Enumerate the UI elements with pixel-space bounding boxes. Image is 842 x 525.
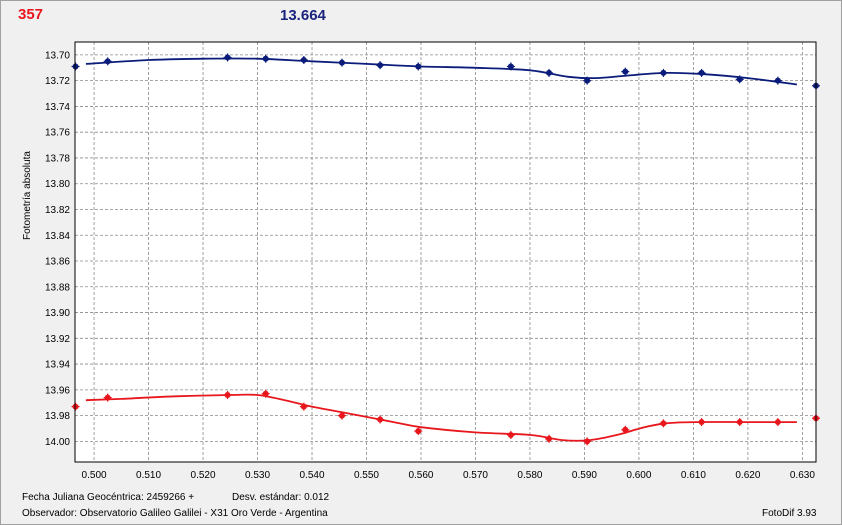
y-tick-label: 13.92 — [45, 334, 70, 345]
y-tick-label: 13.94 — [45, 360, 70, 371]
x-tick-label: 0.570 — [463, 470, 488, 481]
y-tick-label: 13.76 — [45, 128, 70, 139]
x-tick-label: 0.520 — [191, 470, 216, 481]
data-point — [261, 54, 270, 63]
y-tick-label: 13.84 — [45, 231, 70, 242]
x-tick-label: 0.620 — [735, 470, 760, 481]
axes-frame — [74, 41, 817, 463]
data-point — [735, 75, 744, 84]
data-point — [735, 418, 744, 427]
data-point — [697, 418, 706, 427]
x-tick-label: 0.610 — [681, 470, 706, 481]
y-tick-label: 13.90 — [45, 308, 70, 319]
x-tick-label: 0.560 — [408, 470, 433, 481]
data-point — [223, 391, 232, 400]
fit-curve-2 — [85, 393, 797, 442]
data-point — [773, 76, 782, 85]
y-tick-label: 14.00 — [45, 437, 70, 448]
y-tick-label: 13.78 — [45, 153, 70, 164]
x-tick-label: 0.540 — [299, 470, 324, 481]
data-point — [659, 68, 668, 77]
data-point — [621, 67, 630, 76]
header-center-value: 13.664 — [280, 7, 326, 24]
x-tick-label: 0.580 — [517, 470, 542, 481]
data-point — [545, 68, 554, 77]
data-point — [299, 402, 308, 411]
y-tick-label: 13.80 — [45, 179, 70, 190]
grid-lines — [75, 42, 816, 462]
data-point — [261, 389, 270, 398]
data-point — [414, 62, 423, 71]
data-point — [583, 437, 592, 446]
x-tick-label: 0.510 — [136, 470, 161, 481]
data-point — [299, 56, 308, 65]
observer-label: Observador: Observatorio Galileo Galilei… — [22, 508, 328, 519]
data-point — [583, 76, 592, 85]
y-tick-label: 13.98 — [45, 411, 70, 422]
x-tick-label: 0.500 — [82, 470, 107, 481]
y-tick-label: 13.96 — [45, 385, 70, 396]
x-tick-label: 0.530 — [245, 470, 270, 481]
data-point — [71, 402, 80, 411]
x-tick-label: 0.550 — [354, 470, 379, 481]
data-points — [71, 53, 820, 446]
y-tick-label: 13.74 — [45, 102, 70, 113]
y-tick-label: 13.82 — [45, 205, 70, 216]
data-point — [337, 58, 346, 67]
data-point — [103, 393, 112, 402]
data-point — [506, 62, 515, 71]
data-point — [659, 419, 668, 428]
plot-background — [75, 42, 816, 462]
y-tick-labels: 13.70 13.72 13.74 13.76 13.78 13.80 13.82 13.84… — [45, 50, 70, 448]
x-tick-label: 0.600 — [626, 470, 651, 481]
x-tick-label: 0.590 — [572, 470, 597, 481]
data-point — [697, 68, 706, 77]
data-point — [223, 53, 232, 62]
data-point — [414, 427, 423, 436]
data-point — [103, 57, 112, 66]
header-left-value: 357 — [18, 6, 44, 23]
data-point — [337, 411, 346, 420]
data-point — [376, 415, 385, 424]
x-tick-label: 0.630 — [790, 470, 815, 481]
y-tick-label: 13.88 — [45, 282, 70, 293]
y-tick-label: 13.86 — [45, 257, 70, 268]
data-point — [506, 430, 515, 439]
y-tick-label: 13.72 — [45, 76, 70, 87]
software-label: FotoDif 3.93 — [762, 508, 817, 519]
data-point — [71, 62, 80, 71]
x-tick-labels: 0.500 0.510 0.520 0.530 0.540 0.550 0.560 0.570… — [82, 470, 816, 481]
data-point — [773, 418, 782, 427]
data-point — [621, 425, 630, 434]
data-point — [545, 434, 554, 443]
julian-date-label: Fecha Juliana Geocéntrica: 2459266 + — [22, 492, 195, 503]
std-dev-label: Desv. estándar: 0.012 — [232, 492, 330, 503]
data-point — [376, 61, 385, 70]
y-tick-label: 13.70 — [45, 50, 70, 61]
